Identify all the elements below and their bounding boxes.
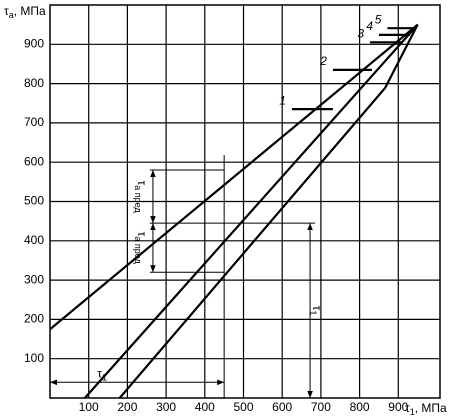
- arrow-label: τ1: [97, 366, 107, 382]
- arrow-subscript: a пред: [133, 236, 143, 264]
- x-tick-label: 500: [233, 400, 253, 414]
- x-tick-label: 900: [388, 400, 408, 414]
- y-tick-label: 800: [24, 76, 44, 90]
- y-tick-label: 100: [24, 351, 44, 365]
- curve: [49, 23, 419, 331]
- arrow-subscript: 1: [102, 373, 107, 383]
- arrow-symbol: τ: [310, 306, 324, 311]
- x-tick-label: 400: [195, 400, 215, 414]
- arrow-subscript: a пред: [133, 185, 143, 213]
- x-axis-label: τ1, МПа: [405, 401, 447, 417]
- y-axis-label: τa, МПа: [4, 4, 46, 20]
- y-tick-label: 600: [24, 154, 44, 168]
- segment-label: 5: [375, 12, 382, 26]
- curve: [118, 24, 419, 399]
- x-tick-label: 300: [156, 400, 176, 414]
- curve: [84, 23, 419, 399]
- arrow-symbol: τ: [135, 232, 149, 237]
- arrow-label: τa пред: [133, 232, 149, 265]
- x-tick-label: 100: [79, 400, 99, 414]
- x-tick-label: 600: [272, 400, 292, 414]
- arrow-label: τ1: [308, 306, 324, 316]
- x-tick-label: 200: [117, 400, 137, 414]
- x-tick-label: 700: [311, 400, 331, 414]
- arrow-symbol: τ: [135, 180, 149, 185]
- segment-label: 2: [319, 54, 327, 68]
- segment-label: 1: [279, 93, 286, 107]
- arrow-subscript: 1: [308, 310, 318, 315]
- segment-label: 4: [366, 19, 373, 33]
- x-tick-label: 800: [350, 400, 370, 414]
- y-tick-label: 700: [24, 115, 44, 129]
- y-tick-label: 200: [24, 312, 44, 326]
- y-tick-label: 400: [24, 233, 44, 247]
- arrow-label: τa пред: [133, 180, 149, 213]
- y-tick-label: 900: [24, 36, 44, 50]
- y-tick-label: 300: [24, 272, 44, 286]
- segment-label: 3: [357, 27, 364, 41]
- y-tick-label: 500: [24, 194, 44, 208]
- arrow-symbol: τ: [97, 366, 102, 380]
